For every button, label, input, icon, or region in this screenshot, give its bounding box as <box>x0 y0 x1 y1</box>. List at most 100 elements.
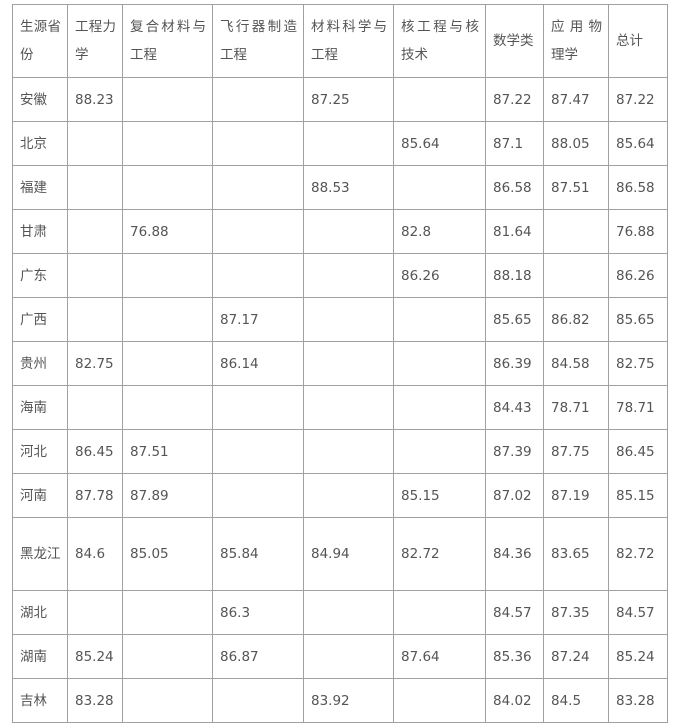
score-cell <box>122 77 213 122</box>
score-cell: 83.92 <box>303 678 394 723</box>
score-cell <box>67 385 123 430</box>
score-cell: 86.14 <box>212 341 304 386</box>
score-cell: 87.89 <box>122 473 213 518</box>
score-cell: 78.71 <box>608 385 668 430</box>
score-cell <box>122 253 213 298</box>
province-cell: 海南 <box>12 385 68 430</box>
score-cell: 85.15 <box>393 473 486 518</box>
score-cell: 84.57 <box>608 590 668 635</box>
score-cell <box>122 165 213 210</box>
table-row: 北京 85.64 87.1 88.05 85.64 <box>12 121 668 166</box>
score-cell <box>67 590 123 635</box>
score-cell <box>212 209 304 254</box>
score-cell: 87.78 <box>67 473 123 518</box>
score-cell <box>303 429 394 474</box>
score-cell: 86.45 <box>608 429 668 474</box>
score-cell: 87.39 <box>485 429 544 474</box>
score-cell <box>393 165 486 210</box>
score-cell: 85.65 <box>485 297 544 342</box>
score-cell: 87.19 <box>543 473 609 518</box>
table-row: 贵州 82.75 86.14 86.39 84.58 82.75 <box>12 341 668 386</box>
score-cell <box>122 634 213 679</box>
score-cell <box>212 121 304 166</box>
column-header: 飞行器制造工程 <box>212 4 304 78</box>
score-cell: 82.75 <box>608 341 668 386</box>
column-header: 总计 <box>608 4 668 78</box>
score-cell <box>212 385 304 430</box>
score-cell: 86.58 <box>608 165 668 210</box>
score-cell: 81.64 <box>485 209 544 254</box>
score-cell: 86.82 <box>543 297 609 342</box>
table-row: 河北 86.45 87.51 87.39 87.75 86.45 <box>12 429 668 474</box>
score-cell <box>122 297 213 342</box>
score-cell <box>303 473 394 518</box>
table-row: 黑龙江 84.6 85.05 85.84 84.94 82.72 84.36 83.65 82.… <box>12 517 668 591</box>
score-cell <box>393 678 486 723</box>
score-cell: 85.65 <box>608 297 668 342</box>
province-cell: 湖南 <box>12 634 68 679</box>
column-header: 工程力学 <box>67 4 123 78</box>
column-header: 应用物理学 <box>543 4 609 78</box>
score-cell <box>393 77 486 122</box>
score-cell: 87.75 <box>543 429 609 474</box>
province-cell: 黑龙江 <box>12 517 68 591</box>
table-row: 吉林 83.28 83.92 84.02 84.5 83.28 <box>12 678 668 723</box>
score-cell <box>543 253 609 298</box>
score-cell <box>212 429 304 474</box>
score-cell: 85.24 <box>67 634 123 679</box>
score-cell: 85.15 <box>608 473 668 518</box>
score-cell: 87.22 <box>608 77 668 122</box>
score-cell: 86.3 <box>212 590 304 635</box>
score-cell: 86.58 <box>485 165 544 210</box>
score-cell <box>212 253 304 298</box>
province-cell: 广东 <box>12 253 68 298</box>
score-cell: 76.88 <box>122 209 213 254</box>
score-cell: 86.87 <box>212 634 304 679</box>
score-cell: 84.6 <box>67 517 123 591</box>
table-row: 甘肃 76.88 82.8 81.64 76.88 <box>12 209 668 254</box>
score-cell: 86.26 <box>608 253 668 298</box>
province-cell: 吉林 <box>12 678 68 723</box>
score-cell <box>212 77 304 122</box>
score-cell: 87.64 <box>393 634 486 679</box>
score-cell: 87.24 <box>543 634 609 679</box>
score-cell: 84.02 <box>485 678 544 723</box>
score-cell <box>212 678 304 723</box>
table-row: 福建 88.53 86.58 87.51 86.58 <box>12 165 668 210</box>
score-cell <box>212 165 304 210</box>
column-header: 生源省份 <box>12 4 68 78</box>
score-cell: 87.47 <box>543 77 609 122</box>
score-cell: 82.72 <box>393 517 486 591</box>
score-cell: 87.17 <box>212 297 304 342</box>
score-cell: 88.23 <box>67 77 123 122</box>
score-cell: 88.18 <box>485 253 544 298</box>
score-cell <box>212 473 304 518</box>
score-cell: 85.05 <box>122 517 213 591</box>
score-cell: 85.64 <box>608 121 668 166</box>
score-cell: 84.57 <box>485 590 544 635</box>
score-cell <box>303 634 394 679</box>
column-header: 复合材料与工程 <box>122 4 213 78</box>
score-cell: 84.94 <box>303 517 394 591</box>
score-cell <box>393 385 486 430</box>
score-cell: 86.45 <box>67 429 123 474</box>
score-cell: 82.75 <box>67 341 123 386</box>
score-cell <box>67 297 123 342</box>
province-cell: 河南 <box>12 473 68 518</box>
table-row: 湖南 85.24 86.87 87.64 85.36 87.24 85.24 <box>12 634 668 679</box>
score-cell: 85.24 <box>608 634 668 679</box>
province-cell: 福建 <box>12 165 68 210</box>
score-cell: 87.1 <box>485 121 544 166</box>
score-cell <box>393 429 486 474</box>
score-cell: 87.22 <box>485 77 544 122</box>
header-row: 生源省份 工程力学 复合材料与工程 飞行器制造工程 材料科学与工程 核工程与核技术 数学类应… <box>12 4 668 78</box>
score-cell <box>303 121 394 166</box>
score-cell <box>303 297 394 342</box>
province-cell: 广西 <box>12 297 68 342</box>
score-cell <box>122 678 213 723</box>
score-cell: 87.02 <box>485 473 544 518</box>
score-cell: 85.36 <box>485 634 544 679</box>
score-cell: 86.39 <box>485 341 544 386</box>
province-cell: 河北 <box>12 429 68 474</box>
column-header: 数学类 <box>485 4 544 78</box>
